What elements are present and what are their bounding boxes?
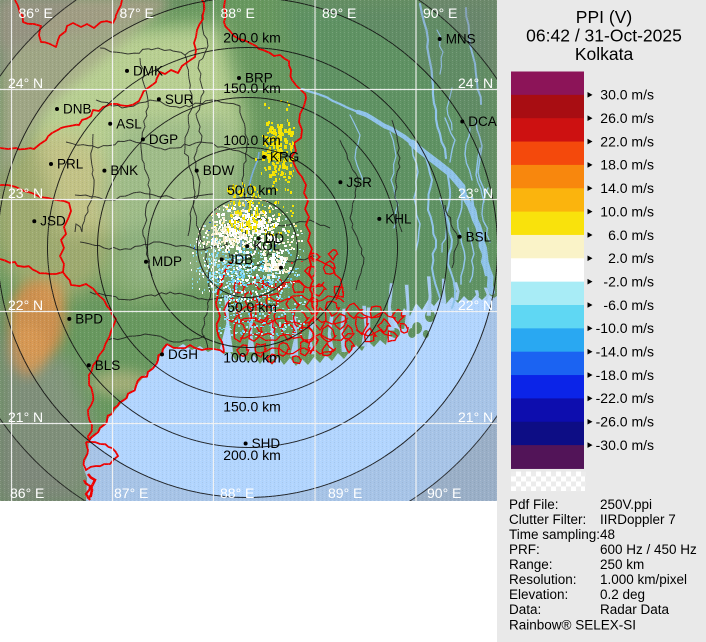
svg-text:0.2 deg: 0.2 deg xyxy=(600,587,645,602)
svg-text:90° E: 90° E xyxy=(427,485,461,501)
svg-text:88° E: 88° E xyxy=(221,5,255,21)
svg-text:Range:: Range: xyxy=(509,557,553,572)
svg-text:Radar Data: Radar Data xyxy=(600,602,670,617)
svg-text:Pdf File:: Pdf File: xyxy=(509,497,559,512)
svg-text:DGH: DGH xyxy=(168,347,198,362)
svg-text:DMK: DMK xyxy=(133,63,163,78)
svg-text:Rainbow® SELEX-SI: Rainbow® SELEX-SI xyxy=(509,618,636,633)
svg-text:21° N: 21° N xyxy=(8,409,43,425)
svg-text:PRF:: PRF: xyxy=(509,542,540,557)
svg-text:IIRDoppler 7: IIRDoppler 7 xyxy=(600,512,676,527)
svg-text:250V.ppi: 250V.ppi xyxy=(600,497,652,512)
svg-text:200.0 km: 200.0 km xyxy=(223,30,281,46)
svg-text:Elevation:: Elevation: xyxy=(509,587,568,602)
svg-text:50.0 km: 50.0 km xyxy=(227,299,277,315)
svg-text:23° N: 23° N xyxy=(458,185,493,201)
svg-text:87° E: 87° E xyxy=(120,5,154,21)
svg-text:KOL: KOL xyxy=(253,239,281,254)
svg-text:DCA: DCA xyxy=(468,114,497,129)
svg-text:86° E: 86° E xyxy=(19,5,53,21)
svg-text:KRG: KRG xyxy=(270,150,299,165)
svg-text:86° E: 86° E xyxy=(10,485,44,501)
svg-text:24° N: 24° N xyxy=(458,75,493,91)
svg-text:22° N: 22° N xyxy=(458,297,493,313)
svg-text:89° E: 89° E xyxy=(322,5,356,21)
svg-text:JDB: JDB xyxy=(228,252,254,267)
svg-text:24° N: 24° N xyxy=(8,75,43,91)
svg-text:-18.0 m/s: -18.0 m/s xyxy=(596,367,654,383)
svg-text:Kolkata: Kolkata xyxy=(575,44,634,64)
svg-text:22.0 m/s: 22.0 m/s xyxy=(600,133,654,149)
svg-text:150.0 km: 150.0 km xyxy=(223,80,281,96)
svg-text:100.0 km: 100.0 km xyxy=(223,132,281,148)
svg-text:50.0 km: 50.0 km xyxy=(227,182,277,198)
svg-text:1.000 km/pixel: 1.000 km/pixel xyxy=(600,572,687,587)
svg-text:150.0 km: 150.0 km xyxy=(223,399,281,415)
svg-text:-14.0 m/s: -14.0 m/s xyxy=(596,344,654,360)
svg-text:90° E: 90° E xyxy=(423,5,457,21)
svg-text:DNB: DNB xyxy=(63,102,92,117)
svg-text:100.0 km: 100.0 km xyxy=(223,350,281,366)
svg-text:SHD: SHD xyxy=(252,436,281,451)
svg-text:-22.0 m/s: -22.0 m/s xyxy=(596,390,654,406)
svg-text:250 km: 250 km xyxy=(600,557,644,572)
svg-text:BLS: BLS xyxy=(95,358,121,373)
svg-text:200.0 km: 200.0 km xyxy=(223,447,281,463)
svg-text:BSL: BSL xyxy=(466,229,492,244)
svg-text:MDP: MDP xyxy=(152,254,182,269)
svg-text:BNK: BNK xyxy=(110,163,138,178)
svg-text:6.0 m/s: 6.0 m/s xyxy=(608,227,654,243)
svg-text:14.0 m/s: 14.0 m/s xyxy=(600,180,654,196)
svg-text:BPD: BPD xyxy=(75,311,103,326)
svg-text:26.0 m/s: 26.0 m/s xyxy=(600,110,654,126)
svg-text:Data:: Data: xyxy=(509,602,541,617)
svg-text:06:42 / 31-Oct-2025: 06:42 / 31-Oct-2025 xyxy=(526,26,682,46)
svg-text:30.0 m/s: 30.0 m/s xyxy=(600,87,654,103)
svg-text:BRP: BRP xyxy=(245,71,273,86)
svg-text:600 Hz / 450 Hz: 600 Hz / 450 Hz xyxy=(600,542,697,557)
svg-text:-26.0 m/s: -26.0 m/s xyxy=(596,414,654,430)
svg-text:2.0 m/s: 2.0 m/s xyxy=(608,250,654,266)
svg-text:21° N: 21° N xyxy=(458,409,493,425)
svg-text:MNS: MNS xyxy=(446,32,476,47)
svg-text:23° N: 23° N xyxy=(8,185,43,201)
svg-text:PPI (V): PPI (V) xyxy=(576,7,632,27)
svg-text:10.0 m/s: 10.0 m/s xyxy=(600,203,654,219)
svg-text:PRL: PRL xyxy=(57,157,84,172)
svg-text:22° N: 22° N xyxy=(8,297,43,313)
svg-text:Resolution:: Resolution: xyxy=(509,572,577,587)
svg-text:18.0 m/s: 18.0 m/s xyxy=(600,157,654,173)
svg-text:-6.0 m/s: -6.0 m/s xyxy=(603,297,654,313)
svg-text:SUR: SUR xyxy=(165,92,194,107)
svg-text:Time sampling:48: Time sampling:48 xyxy=(509,527,615,542)
svg-text:87° E: 87° E xyxy=(114,485,148,501)
svg-text:-10.0 m/s: -10.0 m/s xyxy=(596,320,654,336)
svg-text:JSD: JSD xyxy=(40,214,66,229)
svg-text:DGP: DGP xyxy=(149,132,178,147)
svg-text:KHL: KHL xyxy=(385,211,412,226)
svg-text:-30.0 m/s: -30.0 m/s xyxy=(596,437,654,453)
svg-text:DD: DD xyxy=(265,231,285,246)
svg-text:-2.0 m/s: -2.0 m/s xyxy=(603,273,654,289)
svg-text:89° E: 89° E xyxy=(328,485,362,501)
svg-text:88° E: 88° E xyxy=(220,485,254,501)
svg-text:ASL: ASL xyxy=(116,116,142,131)
svg-text:JSR: JSR xyxy=(346,175,372,190)
svg-text:Clutter Filter:: Clutter Filter: xyxy=(509,512,586,527)
svg-text:BDW: BDW xyxy=(203,163,235,178)
